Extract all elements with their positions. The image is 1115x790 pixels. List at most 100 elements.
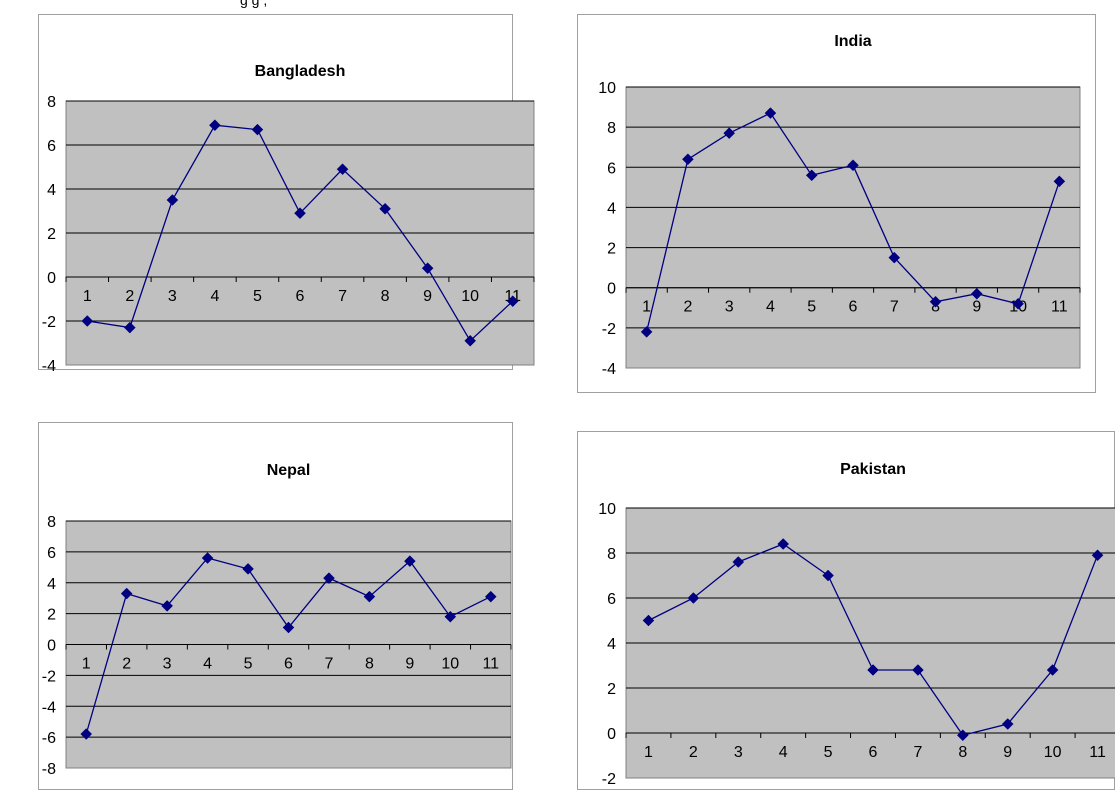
x-tick-label: 4 <box>203 656 212 673</box>
data-point <box>687 592 700 604</box>
y-tick-label: 0 <box>607 281 616 298</box>
y-tick-label: 2 <box>607 241 616 258</box>
x-tick-label: 8 <box>365 656 374 673</box>
data-point <box>336 163 349 176</box>
y-tick-label: 8 <box>607 546 616 563</box>
data-point <box>847 159 859 172</box>
x-tick-label: 7 <box>890 299 899 316</box>
data-point <box>242 563 254 575</box>
data-point <box>294 207 306 220</box>
data-point <box>970 287 983 300</box>
x-tick-label: 8 <box>381 288 390 305</box>
y-tick-label: 8 <box>607 120 616 137</box>
data-point <box>867 664 879 676</box>
y-tick-label: 0 <box>47 638 56 655</box>
x-tick-label: 5 <box>244 656 253 673</box>
chart-bangladesh: -4-2024681234567891011Bangladesh <box>38 14 535 375</box>
y-tick-label: 0 <box>607 726 616 743</box>
x-tick-label: 1 <box>642 299 651 316</box>
data-point <box>1012 297 1024 310</box>
x-tick-label: 1 <box>83 288 92 305</box>
data-point <box>404 555 416 567</box>
y-tick-label: -8 <box>42 761 56 778</box>
x-tick-label: 11 <box>482 656 499 673</box>
y-tick-label: 4 <box>607 636 616 653</box>
data-point <box>1091 549 1104 562</box>
x-tick-label: 9 <box>423 288 432 305</box>
chart-title: India <box>834 33 871 50</box>
x-tick-label: 1 <box>82 656 91 673</box>
y-tick-label: 4 <box>47 182 56 199</box>
x-tick-label: 9 <box>1003 744 1012 761</box>
y-tick-label: 2 <box>47 607 56 624</box>
y-tick-label: -4 <box>602 361 616 378</box>
x-tick-label: 6 <box>296 288 305 305</box>
y-tick-label: -2 <box>42 314 56 331</box>
x-tick-label: 11 <box>1051 299 1068 316</box>
x-tick-label: 4 <box>779 744 788 761</box>
data-point <box>251 123 264 136</box>
y-tick-label: -4 <box>42 699 56 716</box>
data-point <box>640 326 653 338</box>
x-tick-label: 6 <box>284 656 293 673</box>
x-tick-label: 7 <box>913 744 922 761</box>
x-tick-label: 8 <box>958 744 967 761</box>
y-tick-label: 8 <box>47 514 56 531</box>
data-point <box>161 600 173 612</box>
y-tick-label: -2 <box>602 321 616 338</box>
y-tick-label: 6 <box>607 591 616 608</box>
x-tick-label: 1 <box>644 744 653 761</box>
y-tick-label: 2 <box>607 681 616 698</box>
x-tick-label: 2 <box>689 744 698 761</box>
data-point <box>1053 175 1066 188</box>
x-tick-label: 11 <box>1089 744 1106 761</box>
x-tick-label: 3 <box>168 288 177 305</box>
y-tick-label: 0 <box>47 270 56 287</box>
y-tick-label: 6 <box>47 545 56 562</box>
x-tick-label: 7 <box>325 656 334 673</box>
y-tick-label: 2 <box>47 226 56 243</box>
data-point <box>506 295 519 308</box>
x-tick-label: 3 <box>163 656 172 673</box>
x-tick-label: 10 <box>461 288 479 305</box>
data-point <box>723 127 736 140</box>
x-tick-label: 9 <box>972 299 981 316</box>
chart-title: Pakistan <box>840 461 906 478</box>
x-tick-label: 4 <box>766 299 775 316</box>
data-point <box>732 556 745 568</box>
data-point <box>484 590 497 603</box>
data-point <box>682 153 694 166</box>
data-point <box>201 552 214 564</box>
data-point <box>888 251 901 264</box>
y-tick-label: -2 <box>602 771 616 788</box>
data-point <box>323 572 335 584</box>
data-point <box>1001 718 1014 730</box>
chart-title: Nepal <box>267 462 311 479</box>
data-point <box>822 569 834 582</box>
data-point <box>166 194 179 206</box>
chart-nepal: -8 -6 -4 -2 0 2 4 6 8 1 2 3 4 5 6 7 8 9 10 11 Nepal <box>38 422 513 790</box>
x-tick-label: 3 <box>725 299 734 316</box>
x-tick-label: 2 <box>122 656 131 673</box>
y-tick-label: 6 <box>47 138 56 155</box>
x-tick-label: 6 <box>869 744 878 761</box>
x-tick-label: 5 <box>807 299 816 316</box>
x-tick-label: 5 <box>253 288 262 305</box>
data-point <box>282 621 295 634</box>
plot-area <box>625 86 1081 369</box>
x-tick-label: 10 <box>441 656 459 673</box>
data-point <box>764 107 777 119</box>
data-point <box>805 169 818 182</box>
data-point <box>81 315 94 327</box>
y-tick-label: -4 <box>42 358 56 375</box>
data-point <box>421 262 434 275</box>
y-tick-label: 4 <box>47 576 56 593</box>
data-point <box>929 295 942 308</box>
header-text: g g , <box>240 0 267 8</box>
y-tick-label: -2 <box>42 668 56 685</box>
data-point <box>379 202 391 215</box>
data-point <box>1046 664 1059 676</box>
data-point <box>363 590 376 603</box>
